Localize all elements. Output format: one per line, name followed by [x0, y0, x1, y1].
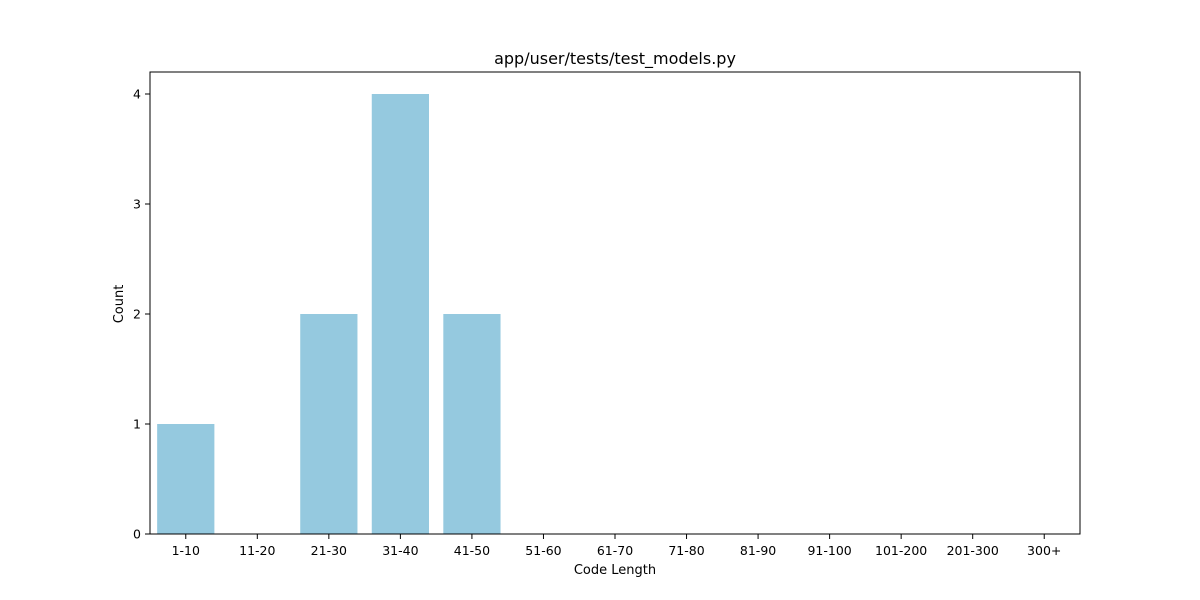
y-tick-label: 1 — [133, 417, 141, 432]
x-tick-label: 101-200 — [875, 543, 927, 558]
x-tick-label: 1-10 — [172, 543, 200, 558]
x-tick-label: 300+ — [1027, 543, 1061, 558]
y-tick-label: 4 — [133, 87, 141, 102]
x-tick-label: 81-90 — [740, 543, 776, 558]
x-tick-label: 71-80 — [668, 543, 704, 558]
x-tick-label: 11-20 — [239, 543, 275, 558]
x-tick-label: 91-100 — [807, 543, 851, 558]
bar-21-30 — [300, 314, 358, 534]
plot-frame — [149, 71, 1081, 535]
x-tick-label: 51-60 — [525, 543, 561, 558]
y-tick-label: 0 — [133, 527, 141, 542]
y-axis-ticks: 0 1 2 3 4 — [133, 87, 150, 542]
x-axis-label: Code Length — [574, 563, 656, 578]
x-tick-label: 201-300 — [947, 543, 999, 558]
chart-title: app/user/tests/test_models.py — [494, 49, 736, 69]
bars — [157, 94, 501, 534]
y-tick-label: 3 — [133, 197, 141, 212]
y-tick-label: 2 — [133, 307, 141, 322]
x-tick-label: 41-50 — [454, 543, 490, 558]
x-tick-label: 21-30 — [311, 543, 347, 558]
y-axis-label: Count — [112, 285, 127, 324]
bar-31-40 — [371, 94, 429, 534]
bar-1-10 — [157, 424, 215, 534]
bar-41-50 — [443, 314, 501, 534]
x-axis-ticks: 1-10 11-20 21-30 31-40 41-50 51-60 61-70 71-80 8… — [172, 534, 1061, 558]
x-tick-label: 31-40 — [382, 543, 418, 558]
x-tick-label: 61-70 — [597, 543, 633, 558]
